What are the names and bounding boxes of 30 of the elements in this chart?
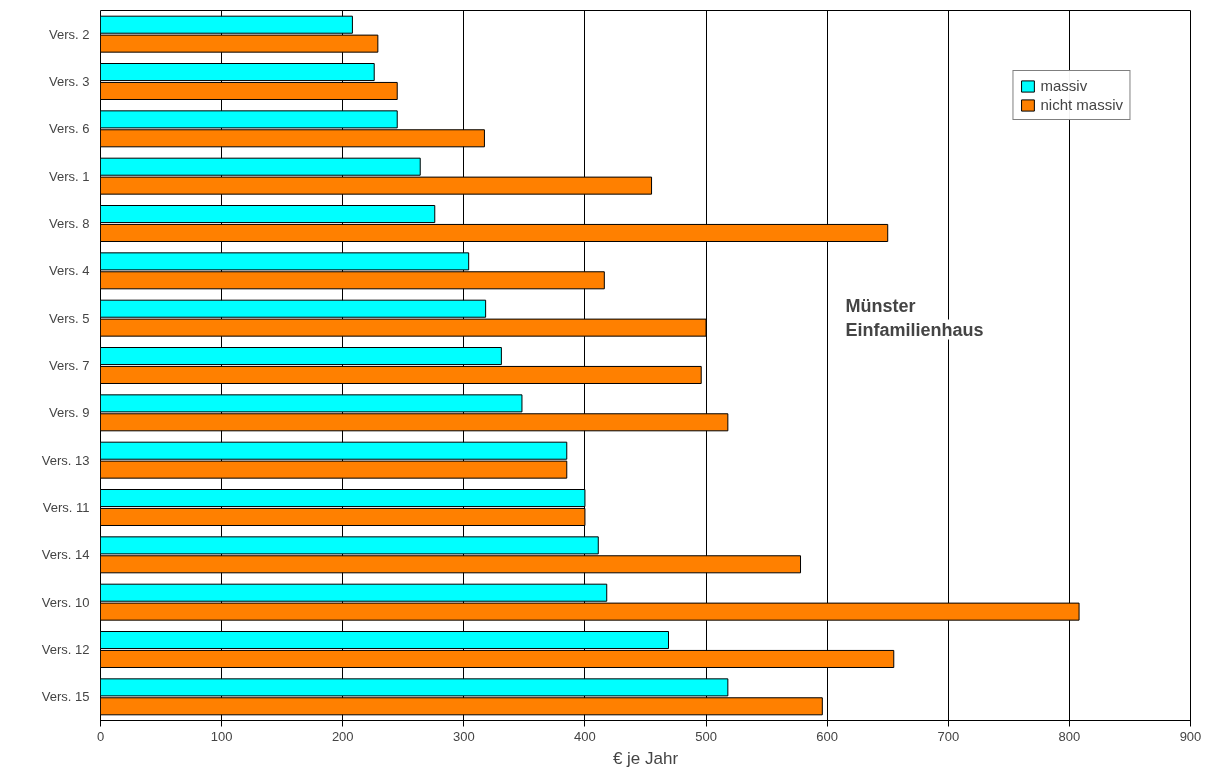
y-tick-label: Vers. 15	[41, 689, 90, 705]
y-tick-label: Vers. 4	[49, 263, 90, 279]
y-tick-label: Vers. 10	[41, 594, 90, 610]
annotation: Einfamilienhaus	[845, 319, 984, 340]
x-tick-label: 0	[96, 728, 105, 744]
x-tick-label: 100	[210, 728, 233, 744]
x-tick-label: 700	[937, 728, 960, 744]
y-tick-label: Vers. 12	[41, 642, 90, 657]
x-tick-label: 400	[574, 728, 596, 744]
x-tick-label: 500	[695, 728, 717, 744]
y-tick-label: Vers. 14	[41, 547, 90, 563]
annotation: Münster	[845, 295, 916, 316]
y-tick-label: Vers. 6	[49, 121, 90, 137]
legend-label: nicht massiv	[1040, 96, 1123, 113]
x-axis-title: € je Jahr	[612, 748, 679, 768]
x-tick-label: 900	[1179, 728, 1202, 744]
x-tick-label: 300	[452, 728, 475, 744]
x-tick-label: 800	[1058, 728, 1081, 744]
x-tick-label: 600	[816, 728, 839, 744]
x-tick-label: 200	[331, 728, 354, 744]
y-tick-label: Vers. 2	[49, 26, 90, 42]
y-tick-label: Vers. 9	[49, 405, 90, 421]
y-tick-label: Vers. 5	[49, 310, 90, 326]
legend-label: massiv	[1040, 77, 1088, 94]
y-tick-label: Vers. 13	[41, 452, 90, 468]
y-tick-label: Vers. 3	[49, 74, 90, 89]
y-tick-label: Vers. 8	[49, 216, 90, 231]
y-tick-label: Vers. 11	[42, 500, 90, 515]
y-tick-label: Vers. 7	[49, 358, 90, 373]
y-tick-label: Vers. 1	[49, 168, 90, 184]
